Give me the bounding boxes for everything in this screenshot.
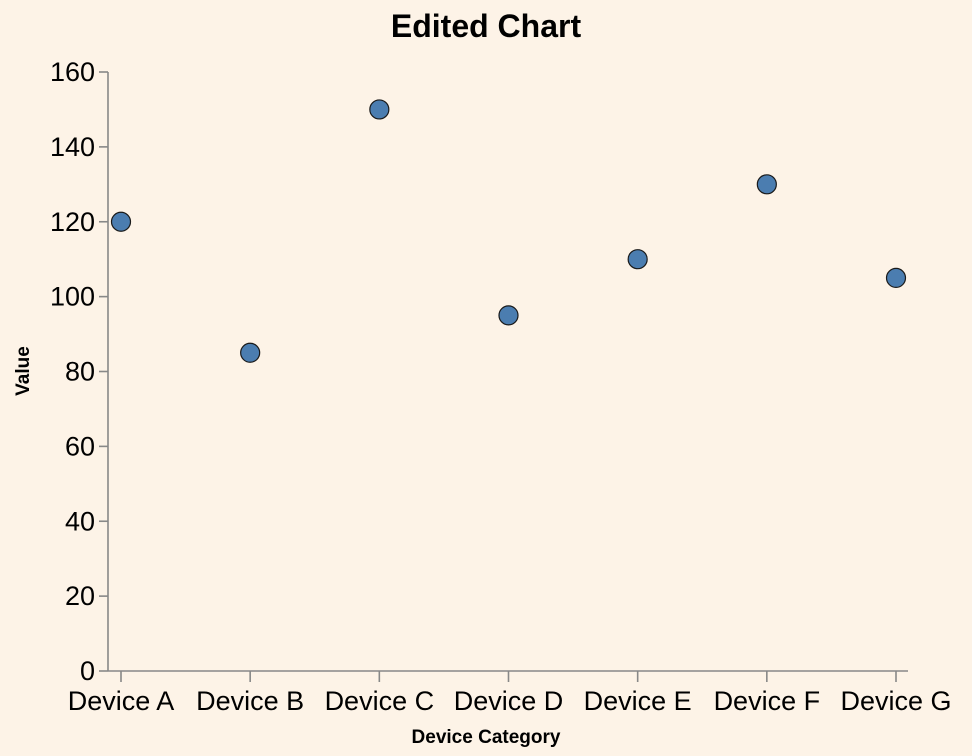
x-axis: Device A Device B Device C Device D Device E… [68, 670, 952, 716]
data-point [756, 174, 777, 195]
y-tick-label: 100 [50, 282, 95, 312]
data-point [885, 267, 907, 289]
data-point [369, 99, 390, 120]
y-axis: 0 20 40 60 80 100 120 140 160 [50, 57, 109, 686]
x-tick-label: Device D [454, 686, 564, 716]
y-tick-label: 120 [50, 207, 95, 237]
y-axis-title: Value [13, 346, 34, 396]
y-tick-label: 140 [50, 132, 95, 162]
y-tick-label: 40 [65, 506, 95, 536]
x-tick-label: Device A [68, 686, 175, 716]
x-tick-label: Device C [325, 686, 435, 716]
y-tick-label: 20 [65, 581, 95, 611]
y-tick-label: 160 [50, 57, 95, 87]
y-tick-label: 60 [65, 431, 95, 461]
y-tick-label: 0 [80, 656, 95, 686]
data-point [240, 342, 261, 363]
x-tick-label: Device G [840, 686, 951, 716]
data-point [498, 305, 519, 326]
x-axis-title: Device Category [412, 727, 561, 748]
chart-title: Edited Chart [391, 8, 582, 44]
x-tick-label: Device F [714, 686, 821, 716]
x-tick-label: Device B [196, 686, 304, 716]
data-point [627, 249, 648, 270]
data-points [110, 99, 907, 363]
data-point [110, 211, 132, 232]
y-tick-label: 80 [65, 357, 95, 387]
x-tick-label: Device E [584, 686, 692, 716]
